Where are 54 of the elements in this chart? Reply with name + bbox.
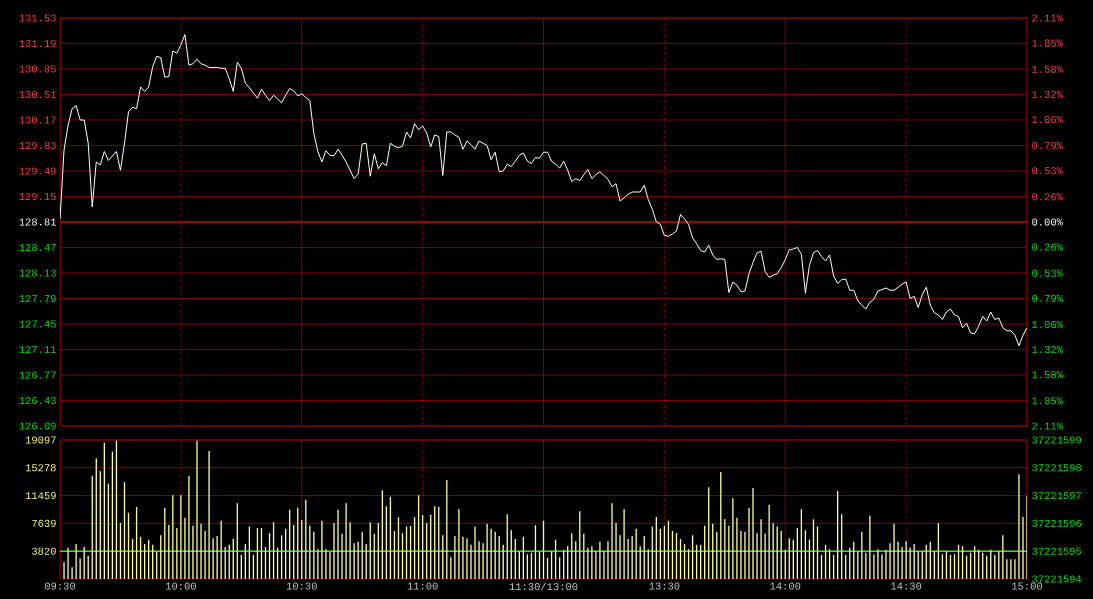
- y2-tick-label: 37221595: [1032, 547, 1082, 555]
- y-tick-label: 127.11: [19, 345, 56, 353]
- y-tick-label: 128.81: [19, 218, 56, 226]
- y2-tick-label: 0.26%: [1032, 193, 1063, 201]
- y2-tick-label: 1.32%: [1032, 346, 1063, 354]
- y-tick-label: 3820: [32, 547, 56, 555]
- y2-tick-label: 37221596: [1032, 519, 1082, 527]
- x-tick-label: 09:30: [44, 582, 76, 590]
- y-tick-label: 126.77: [19, 371, 56, 379]
- y2-tick-label: 1.58%: [1032, 65, 1063, 73]
- y2-tick-label: 37221597: [1032, 492, 1081, 500]
- x-tick-label: 11:00: [407, 582, 438, 590]
- y-tick-label: 126.43: [19, 396, 56, 405]
- y2-tick-label: 2.11%: [1032, 422, 1063, 430]
- y2-tick-label: 0.53%: [1032, 167, 1063, 175]
- y-tick-label: 15278: [25, 464, 56, 472]
- y2-tick-label: 1.32%: [1032, 90, 1063, 98]
- y-tick-label: 130.17: [19, 116, 56, 124]
- y2-tick-label: 1.85%: [1032, 39, 1063, 47]
- y-tick-label: 11459: [25, 492, 56, 500]
- y-tick-label: 131.53: [19, 14, 56, 22]
- y2-tick-label: 1.06%: [1032, 320, 1063, 329]
- y-tick-label: 129.83: [19, 141, 56, 150]
- y2-tick-label: 0.79%: [1032, 142, 1063, 150]
- y2-tick-label: 0.79%: [1032, 294, 1063, 302]
- y-tick-label: 127.79: [19, 294, 56, 303]
- x-tick-label: 13:30: [649, 582, 680, 590]
- y-tick-label: 128.47: [19, 243, 56, 252]
- y-tick-label: 131.19: [19, 39, 56, 48]
- y2-tick-label: 2.11%: [1032, 14, 1063, 22]
- y-tick-label: 126.09: [19, 422, 56, 430]
- x-tick-label: 10:30: [286, 582, 317, 590]
- y2-tick-label: 0.53%: [1032, 269, 1063, 277]
- y-tick-label: 129.49: [19, 167, 56, 175]
- y-tick-label: 130.85: [19, 65, 56, 73]
- y2-tick-label: 37221599: [1032, 436, 1082, 444]
- y-tick-label: 130.51: [19, 90, 56, 99]
- y2-tick-label: 1.58%: [1032, 371, 1063, 379]
- y2-tick-label: 0.26%: [1032, 243, 1063, 251]
- y-tick-label: 19097: [25, 436, 56, 444]
- y-tick-label: 129.15: [19, 192, 56, 201]
- y2-tick-label: 37221598: [1032, 464, 1082, 472]
- y-tick-label: 127.45: [19, 320, 56, 328]
- y2-tick-label: 1.06%: [1032, 115, 1063, 124]
- x-tick-label: 15:00: [1012, 582, 1043, 590]
- x-tick-label: 10:00: [165, 582, 196, 590]
- y-tick-label: 128.13: [19, 269, 56, 277]
- x-tick-label: 14:30: [891, 582, 922, 590]
- x-tick-label: 11:30/13:00: [509, 582, 578, 591]
- y-tick-label: 7639: [32, 519, 56, 527]
- x-tick-label: 14:00: [770, 582, 801, 590]
- y2-tick-label: 0.00%: [1032, 218, 1063, 226]
- y2-tick-label: 1.85%: [1032, 397, 1063, 405]
- y2-tick-label: 37221594: [1032, 575, 1082, 583]
